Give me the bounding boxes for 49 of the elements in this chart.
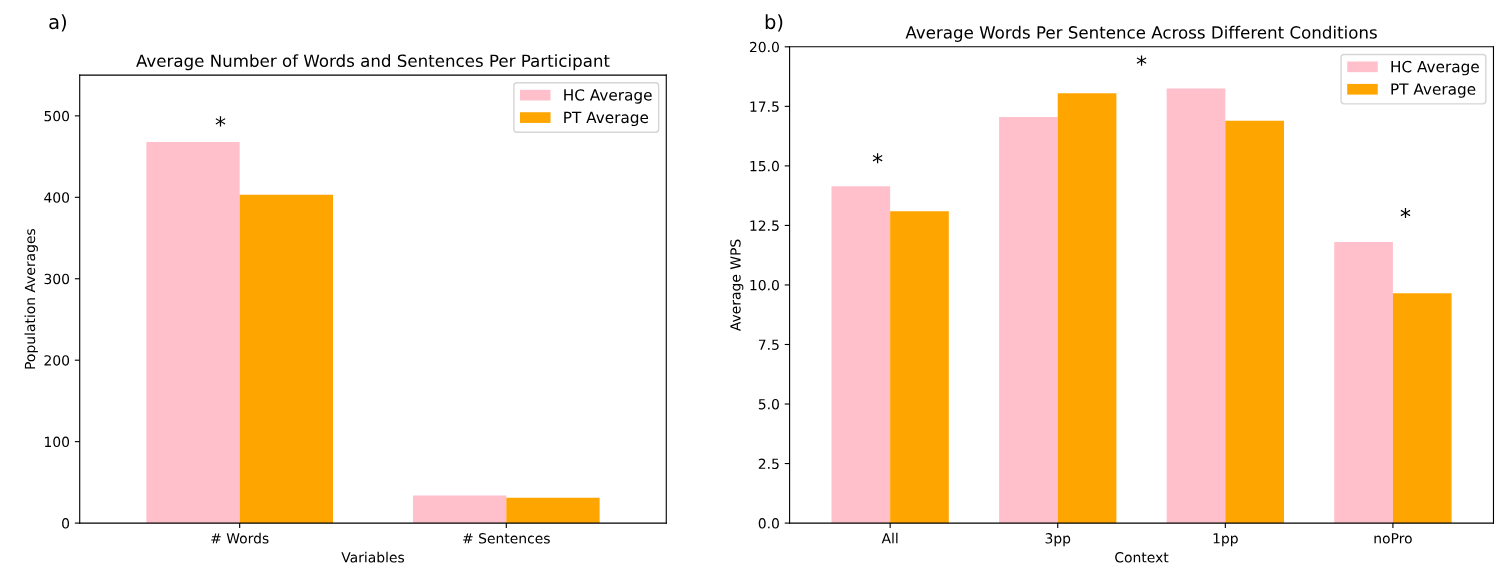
bar: [1166, 88, 1226, 524]
text: a): [49, 14, 66, 32]
y-tick-label: 20.0: [749, 41, 779, 53]
x-axis-title: Variables: [341, 551, 405, 563]
legend-label: PT Average: [1391, 83, 1476, 98]
chart-title: Average Number of Words and Sentences Per Participant: [136, 54, 610, 71]
annotation: *: [872, 153, 883, 164]
y-tick-label: 7.5: [758, 339, 779, 350]
y-tick-label: 15.0: [750, 160, 779, 172]
annotation: *: [1136, 55, 1147, 66]
bar: [1225, 120, 1284, 524]
y-axis-title: Average WPS: [730, 239, 744, 332]
y-tick-label: 2.5: [758, 458, 779, 470]
y-tick-label: 12.5: [750, 220, 779, 231]
bar: [146, 141, 240, 524]
y-tick-label: 10.0: [750, 279, 779, 291]
legend-label: HC Average: [1391, 60, 1479, 76]
bar: [1057, 93, 1117, 524]
y-axis-title: Population Averages: [24, 228, 38, 369]
y-tick-label: 400: [44, 192, 70, 203]
y-tick-label: 0.0: [758, 518, 779, 529]
y-tick-label: 500: [44, 110, 70, 122]
x-tick-label: noPro: [1374, 533, 1412, 544]
text: b): [765, 14, 783, 32]
x-tick-label: # Sentences: [463, 533, 550, 544]
bar: [999, 117, 1058, 524]
bar: [239, 194, 333, 524]
x-axis-title: Context: [1115, 552, 1169, 563]
bar: [412, 495, 507, 524]
bar: [831, 186, 891, 524]
y-tick-label: 300: [44, 273, 70, 285]
annotation: *: [215, 116, 226, 127]
legend-label: PT Average: [564, 111, 649, 127]
x-tick-label: 1pp: [1213, 533, 1238, 547]
annotation: *: [1400, 207, 1411, 219]
y-tick-label: 5.0: [758, 398, 779, 410]
chart-title: Average Words Per Sentence Across Different Conditions: [905, 25, 1377, 42]
y-tick-label: 200: [44, 355, 70, 366]
x-tick-label: # Words: [211, 532, 269, 544]
x-tick-label: All: [881, 532, 898, 544]
bar: [890, 211, 949, 524]
bar: [506, 497, 600, 524]
y-tick-label: 100: [45, 436, 70, 448]
bar: [1334, 242, 1393, 524]
bar: [1392, 293, 1452, 524]
y-tick-label: 0: [62, 518, 70, 529]
x-tick-label: 3pp: [1045, 533, 1071, 547]
legend-label: HC Average: [564, 89, 652, 104]
y-tick-label: 17.5: [750, 101, 779, 112]
